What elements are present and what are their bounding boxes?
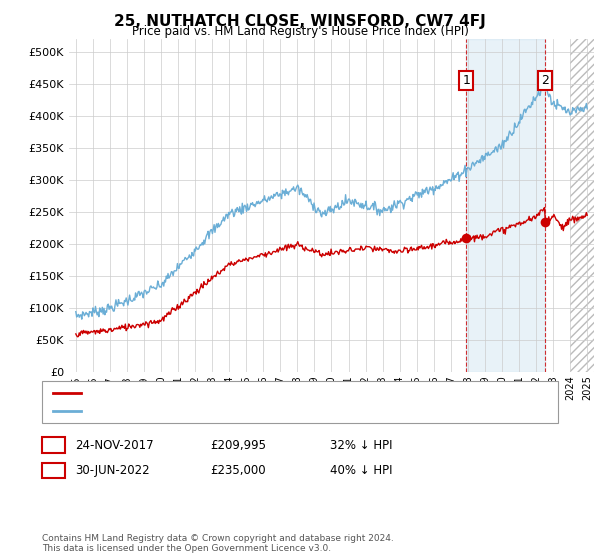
Text: Price paid vs. HM Land Registry's House Price Index (HPI): Price paid vs. HM Land Registry's House … [131, 25, 469, 38]
Text: 32% ↓ HPI: 32% ↓ HPI [330, 438, 392, 452]
Text: 30-JUN-2022: 30-JUN-2022 [75, 464, 149, 477]
Text: 1: 1 [49, 438, 58, 452]
Text: 40% ↓ HPI: 40% ↓ HPI [330, 464, 392, 477]
Text: 2: 2 [49, 464, 58, 477]
Text: 25, NUTHATCH CLOSE, WINSFORD, CW7 4FJ (detached house): 25, NUTHATCH CLOSE, WINSFORD, CW7 4FJ (d… [85, 388, 407, 398]
Bar [570, 39, 594, 372]
Text: Contains HM Land Registry data © Crown copyright and database right 2024.
This d: Contains HM Land Registry data © Crown c… [42, 534, 394, 553]
Bar [466, 39, 545, 372]
Bar [570, 39, 594, 372]
Text: 2: 2 [541, 74, 548, 87]
Text: HPI: Average price, detached house, Cheshire West and Chester: HPI: Average price, detached house, Ches… [85, 406, 420, 416]
Text: £235,000: £235,000 [210, 464, 266, 477]
Text: 24-NOV-2017: 24-NOV-2017 [75, 438, 154, 452]
Text: 1: 1 [462, 74, 470, 87]
Text: £209,995: £209,995 [210, 438, 266, 452]
Text: 25, NUTHATCH CLOSE, WINSFORD, CW7 4FJ: 25, NUTHATCH CLOSE, WINSFORD, CW7 4FJ [114, 14, 486, 29]
